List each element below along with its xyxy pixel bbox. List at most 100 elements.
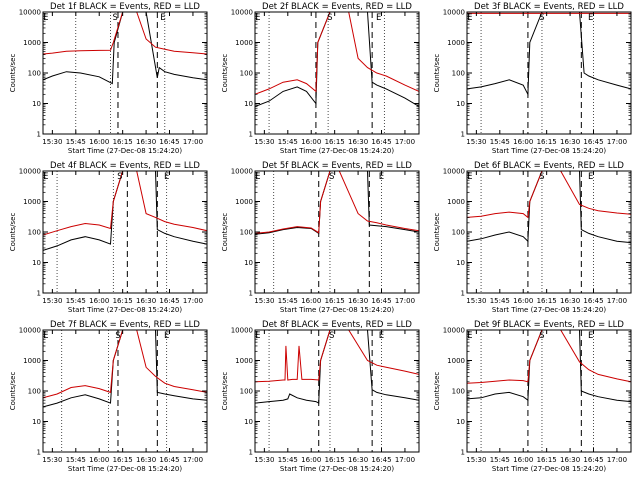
y-tick-label: 1 xyxy=(37,449,41,457)
x-tick-label: 15:30 xyxy=(466,456,486,464)
event-marker: E xyxy=(160,13,165,23)
y-tick-label: 1000 xyxy=(235,198,253,206)
x-axis-label: Start Time (27-Dec-08 15:24:20) xyxy=(492,465,606,473)
x-tick-label: 16:30 xyxy=(560,456,580,464)
series-line-events xyxy=(467,171,631,244)
x-tick-label: 16:45 xyxy=(371,138,391,146)
x-tick-label: 16:15 xyxy=(537,456,557,464)
event-marker: S xyxy=(539,13,544,23)
series-line-lld xyxy=(255,12,419,95)
y-axis-label: Counts/sec xyxy=(221,372,229,411)
plot-frame xyxy=(254,11,420,135)
y-tick-label: 10 xyxy=(244,100,253,108)
series-line-events xyxy=(43,330,207,408)
event-marker: S xyxy=(539,172,544,182)
x-tick-label: 15:30 xyxy=(466,138,486,146)
y-tick-label: 1 xyxy=(249,449,253,457)
chart-title: Det 7f BLACK = Events, RED = LLD xyxy=(50,320,200,330)
series-line-lld xyxy=(255,171,419,234)
x-tick-label: 16:30 xyxy=(136,456,156,464)
y-tick-label: 1000 xyxy=(447,198,465,206)
x-tick-label: 15:30 xyxy=(42,297,62,305)
plot-frame xyxy=(466,170,632,294)
x-tick-label: 16:00 xyxy=(513,297,533,305)
event-marker: S xyxy=(117,172,122,182)
y-tick-label: 1 xyxy=(249,131,253,139)
x-tick-label: 17:00 xyxy=(183,297,203,305)
y-tick-label: 100 xyxy=(240,229,253,237)
y-tick-label: 10 xyxy=(32,100,41,108)
y-tick-label: 10000 xyxy=(231,327,253,335)
plot-frame xyxy=(466,329,632,453)
x-tick-label: 15:45 xyxy=(490,456,510,464)
x-tick-label: 16:15 xyxy=(113,297,133,305)
x-tick-label: 15:45 xyxy=(278,297,298,305)
x-tick-label: 16:00 xyxy=(89,456,109,464)
x-tick-label: 16:00 xyxy=(301,138,321,146)
x-tick-label: 16:15 xyxy=(537,297,557,305)
plot-frame xyxy=(466,11,632,135)
y-axis-label: Counts/sec xyxy=(221,54,229,93)
x-axis-label: Start Time (27-Dec-08 15:24:20) xyxy=(68,465,182,473)
x-tick-label: 16:15 xyxy=(537,138,557,146)
x-axis-label: Start Time (27-Dec-08 15:24:20) xyxy=(68,147,182,155)
event-marker: E xyxy=(255,331,260,341)
event-marker: E xyxy=(379,331,384,341)
series-line-lld xyxy=(43,12,207,55)
chart-title: Det 8f BLACK = Events, RED = LLD xyxy=(262,320,412,330)
series-line-events xyxy=(467,330,631,403)
plot-frame xyxy=(42,170,208,294)
y-tick-label: 10 xyxy=(32,259,41,267)
plot-frame xyxy=(254,329,420,453)
x-tick-label: 15:30 xyxy=(466,297,486,305)
y-tick-label: 100 xyxy=(452,70,465,78)
y-tick-label: 10 xyxy=(244,418,253,426)
event-marker: E xyxy=(588,172,593,182)
series-line-events xyxy=(43,171,207,251)
y-tick-label: 10000 xyxy=(19,168,41,176)
x-tick-label: 16:30 xyxy=(560,297,580,305)
x-tick-label: 16:30 xyxy=(136,297,156,305)
series-line-lld xyxy=(467,330,631,384)
x-tick-label: 16:30 xyxy=(348,456,368,464)
y-tick-label: 100 xyxy=(28,70,41,78)
x-tick-label: 16:30 xyxy=(348,297,368,305)
y-tick-label: 1000 xyxy=(23,357,41,365)
x-tick-label: 16:30 xyxy=(560,138,580,146)
x-tick-label: 16:15 xyxy=(325,456,345,464)
plot-frame xyxy=(42,329,208,453)
y-tick-label: 10000 xyxy=(19,9,41,17)
x-tick-label: 17:00 xyxy=(183,456,203,464)
y-axis-label: Counts/sec xyxy=(433,213,441,252)
y-tick-label: 100 xyxy=(452,388,465,396)
x-tick-label: 15:45 xyxy=(490,138,510,146)
y-axis-label: Counts/sec xyxy=(9,372,17,411)
x-tick-label: 15:30 xyxy=(42,456,62,464)
y-tick-label: 100 xyxy=(28,229,41,237)
x-tick-label: 16:00 xyxy=(89,297,109,305)
y-tick-label: 10000 xyxy=(231,9,253,17)
y-tick-label: 10000 xyxy=(231,168,253,176)
x-tick-label: 16:45 xyxy=(371,297,391,305)
y-axis-label: Counts/sec xyxy=(9,54,17,93)
event-marker: E xyxy=(467,172,472,182)
x-tick-label: 16:45 xyxy=(159,297,179,305)
y-axis-label: Counts/sec xyxy=(433,372,441,411)
series-line-events xyxy=(255,330,419,404)
x-tick-label: 15:45 xyxy=(66,297,86,305)
event-marker: E xyxy=(43,331,48,341)
y-axis-label: Counts/sec xyxy=(433,54,441,93)
y-tick-label: 1 xyxy=(37,290,41,298)
y-tick-label: 10 xyxy=(32,418,41,426)
event-marker: E xyxy=(255,13,260,23)
x-tick-label: 16:00 xyxy=(301,456,321,464)
x-tick-label: 16:15 xyxy=(325,297,345,305)
x-tick-label: 15:30 xyxy=(42,138,62,146)
x-tick-label: 16:00 xyxy=(513,138,533,146)
chart-title: Det 4f BLACK = Events, RED = LLD xyxy=(50,161,200,171)
y-tick-label: 1000 xyxy=(23,198,41,206)
